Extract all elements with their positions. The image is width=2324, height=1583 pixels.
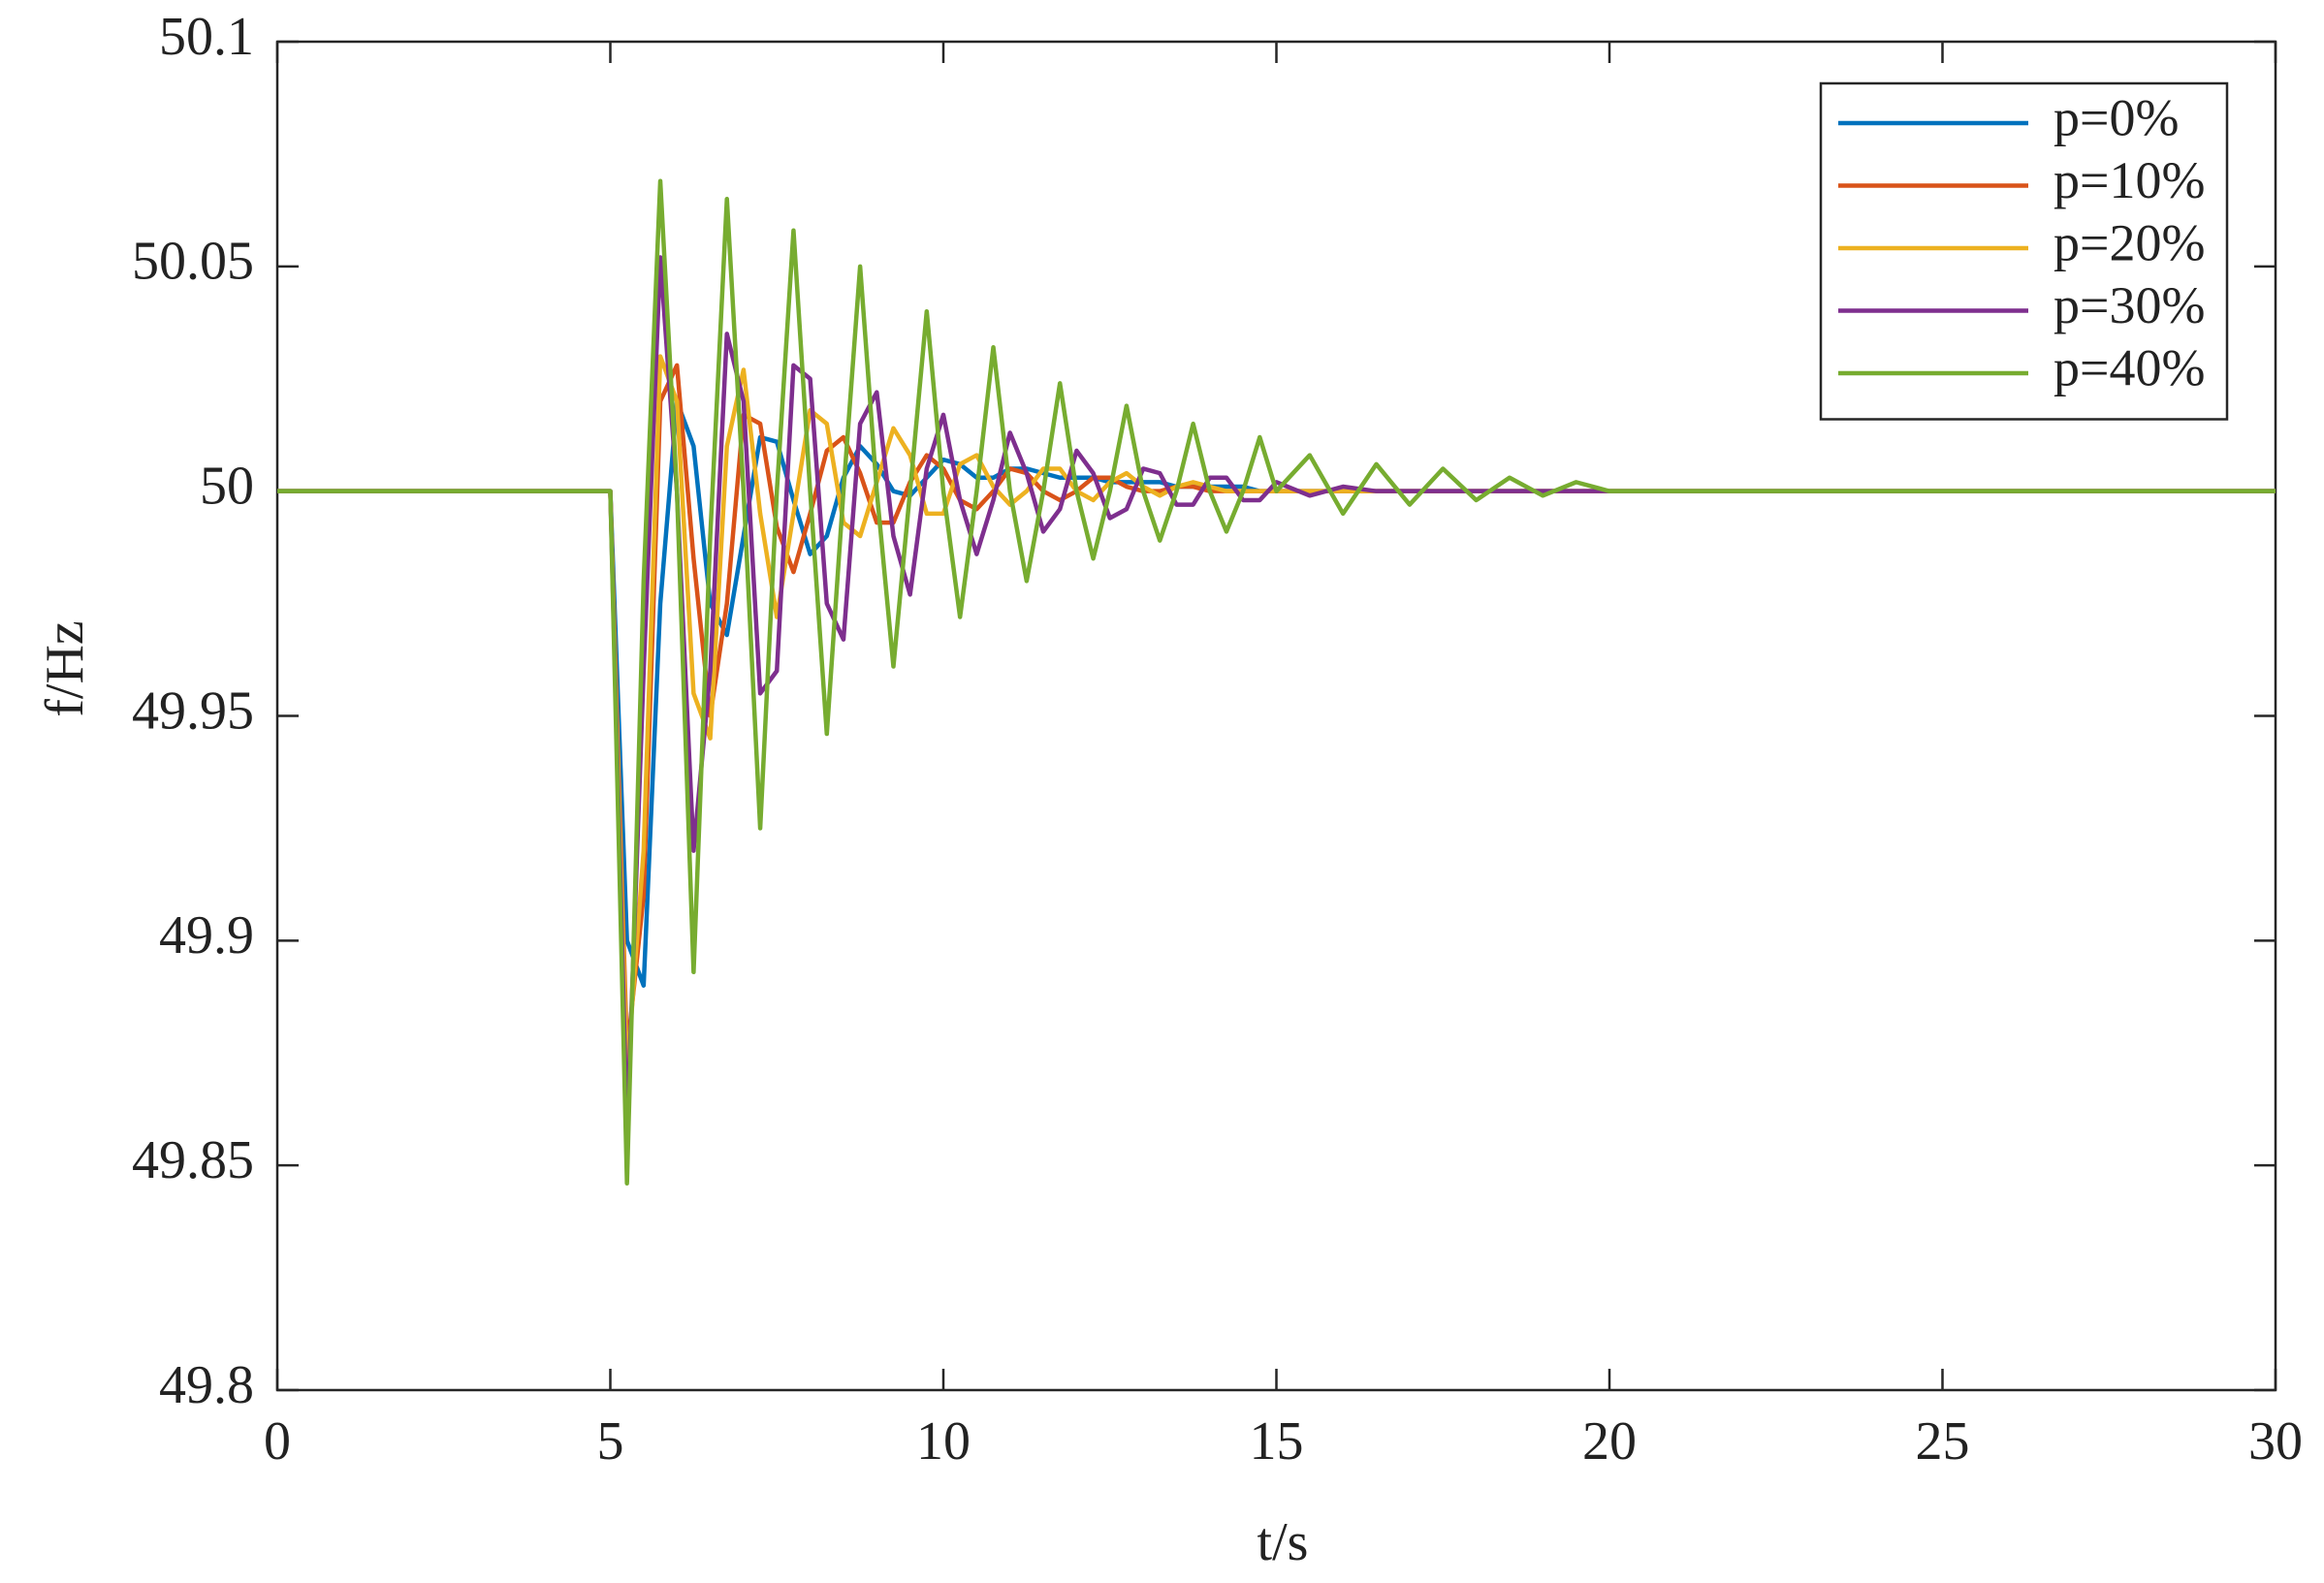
- y-tick-label: 50.05: [132, 232, 254, 292]
- x-axis-label: t/s: [1258, 1512, 1309, 1572]
- y-tick-label: 49.85: [132, 1130, 254, 1190]
- legend-box: [1819, 81, 2229, 421]
- x-tick-label: 25: [1916, 1411, 1970, 1472]
- legend-label: p=40%: [2053, 338, 2205, 396]
- y-tick-label: 50: [200, 457, 254, 517]
- x-tick-label: 0: [264, 1411, 291, 1472]
- series-line: [277, 255, 2276, 1136]
- legend-label: p=20%: [2053, 213, 2205, 271]
- y-tick-label: 49.9: [159, 905, 254, 966]
- x-tick-label: 15: [1250, 1411, 1304, 1472]
- legend-label: p=0%: [2053, 88, 2179, 146]
- x-tick-label: 30: [2248, 1411, 2303, 1472]
- y-axis-label: f/Hz: [35, 620, 95, 717]
- legend-label: p=10%: [2053, 151, 2205, 209]
- series-line: [277, 178, 2276, 1186]
- x-tick-label: 5: [597, 1411, 624, 1472]
- x-tick-label: 20: [1582, 1411, 1637, 1472]
- y-tick-label: 49.8: [159, 1355, 254, 1415]
- legend-label: p=30%: [2053, 276, 2205, 334]
- x-tick-label: 10: [916, 1411, 971, 1472]
- y-tick-label: 49.95: [132, 681, 254, 741]
- y-tick-label: 50.1: [159, 7, 254, 67]
